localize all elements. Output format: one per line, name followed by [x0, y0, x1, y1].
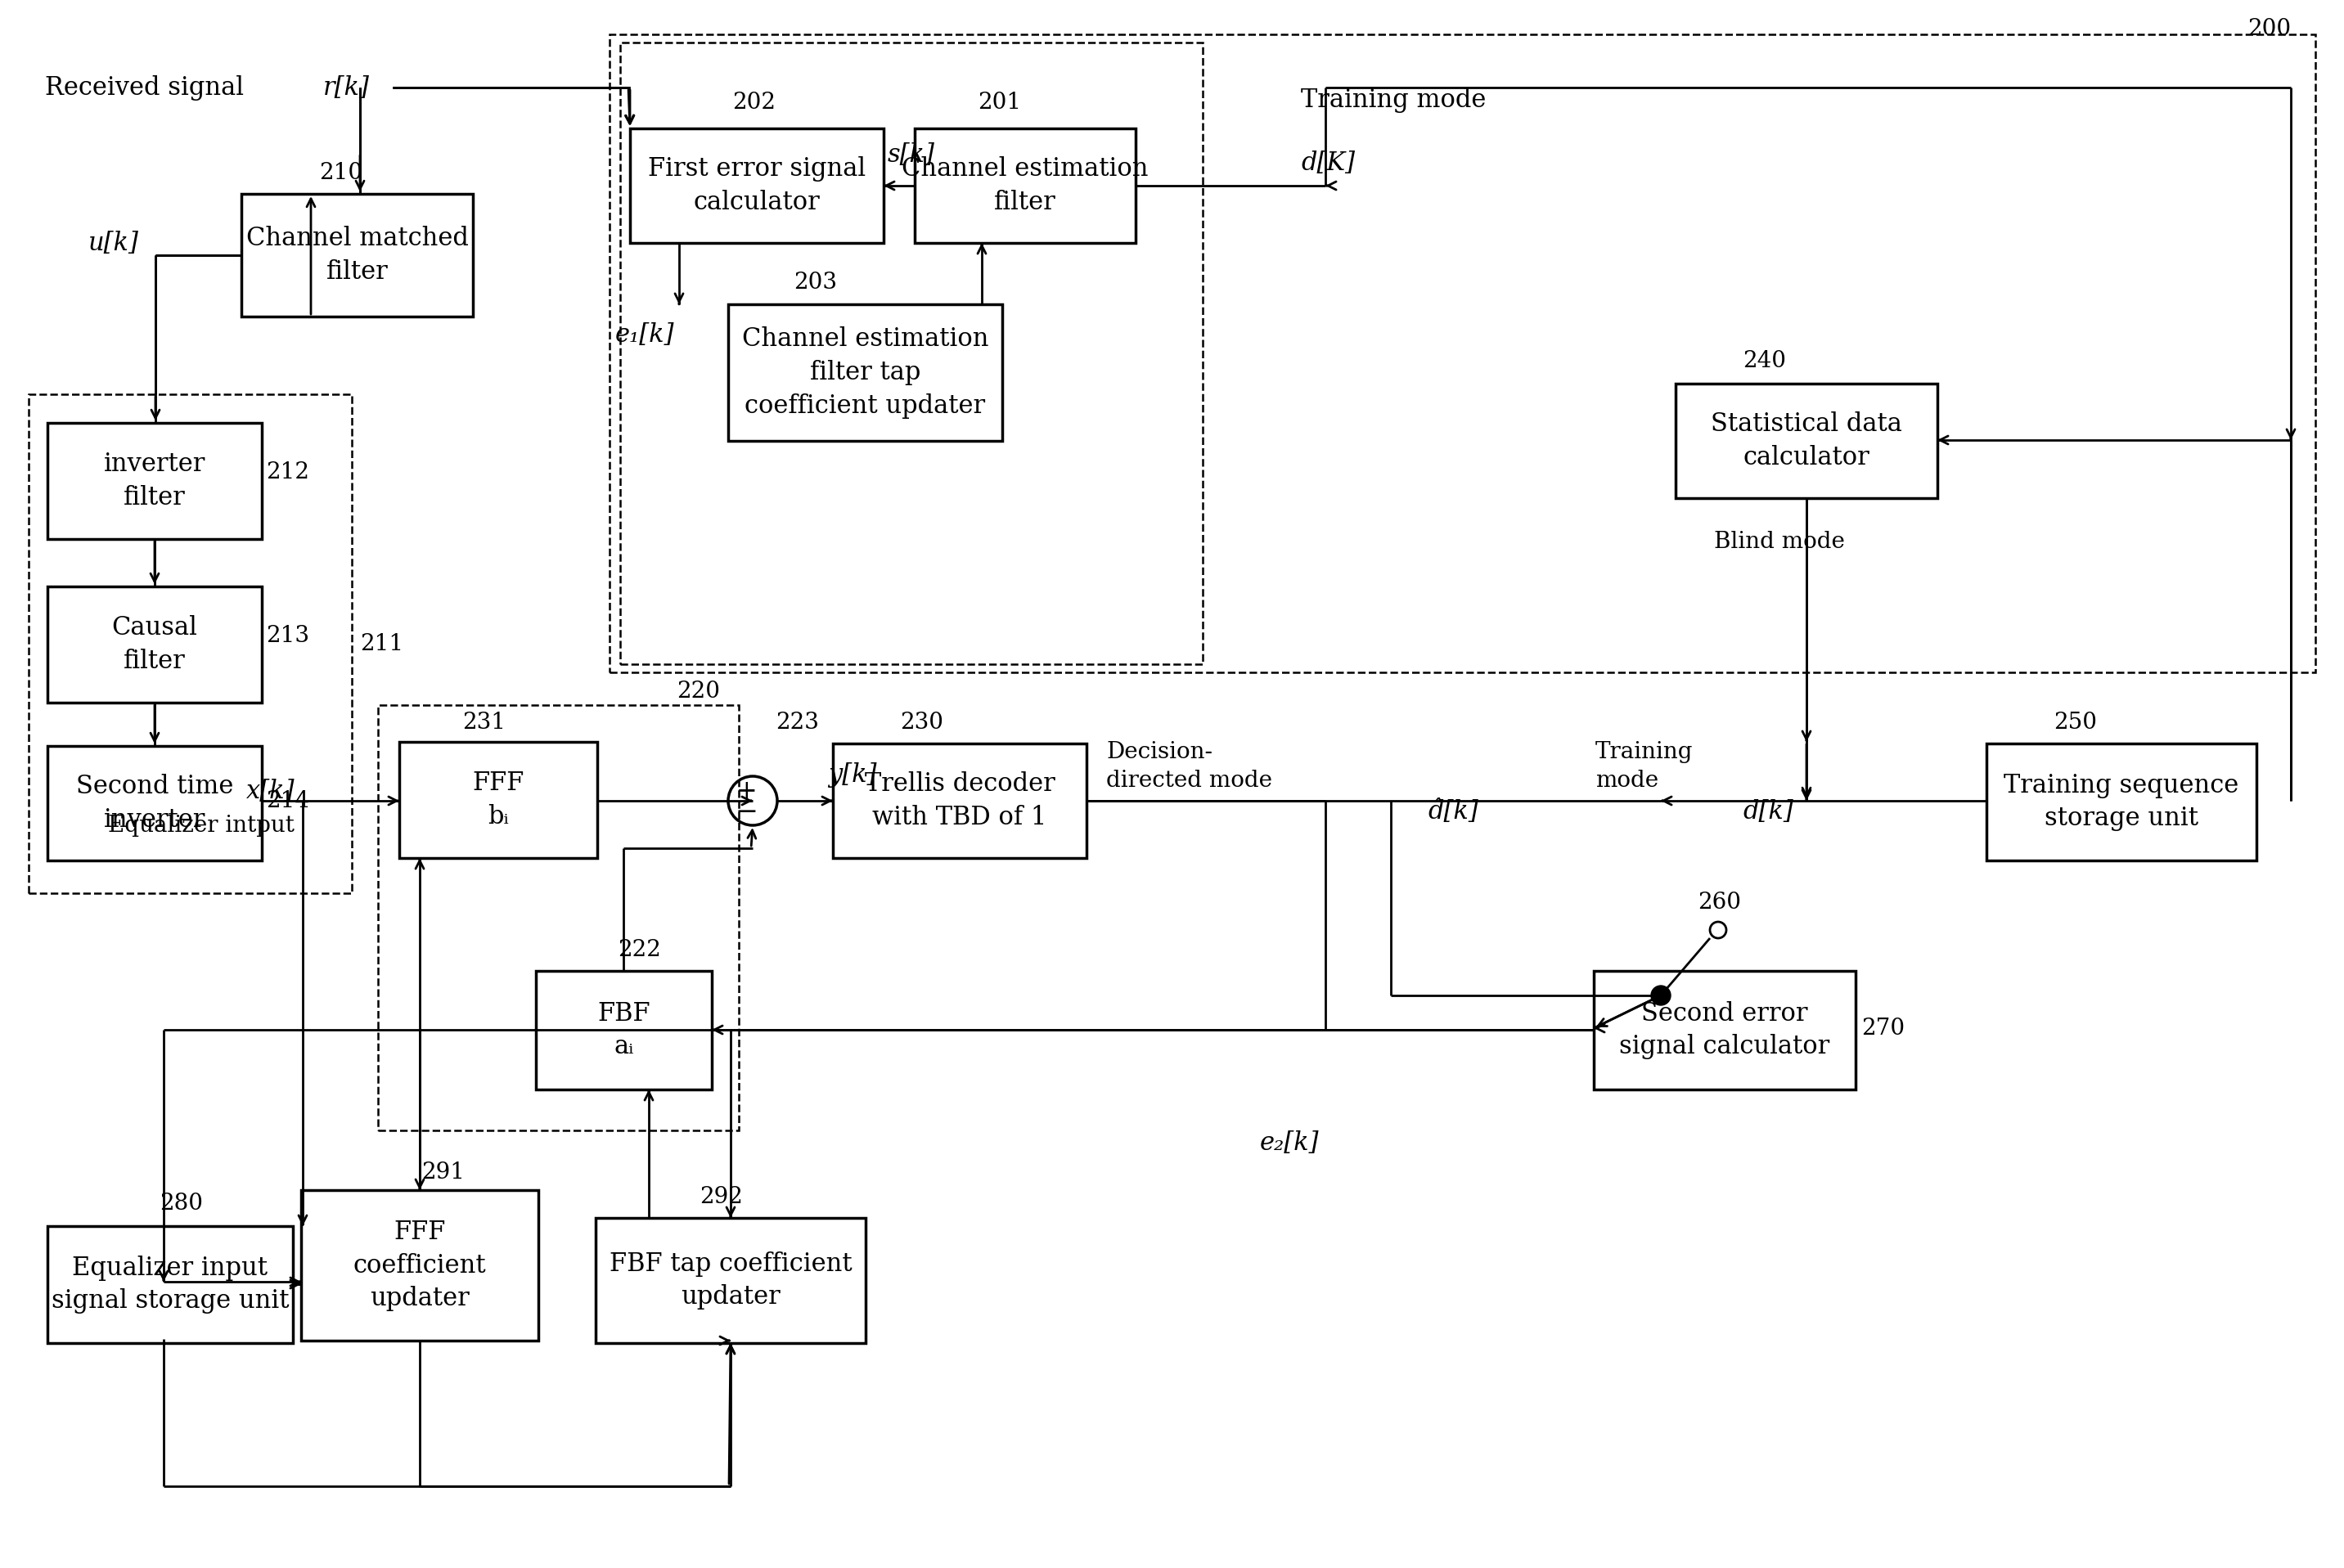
Text: 212: 212: [265, 461, 309, 483]
Text: e₂[k]: e₂[k]: [1261, 1131, 1320, 1156]
Bar: [1985, 743, 2257, 861]
Text: Training mode: Training mode: [1301, 88, 1486, 113]
Bar: [1594, 971, 1856, 1090]
Text: Second error
signal calculator: Second error signal calculator: [1620, 1000, 1831, 1060]
Text: 223: 223: [776, 712, 818, 734]
Text: d[K]: d[K]: [1301, 151, 1355, 176]
Bar: [47, 1226, 293, 1344]
Text: 200: 200: [2248, 17, 2290, 41]
Text: 210: 210: [319, 162, 363, 183]
Bar: [609, 34, 2316, 673]
Text: FBF
aᵢ: FBF aᵢ: [598, 1000, 649, 1060]
Text: 270: 270: [1861, 1018, 1906, 1040]
Text: d[k]: d[k]: [1742, 798, 1793, 825]
Text: Second time
inverter: Second time inverter: [75, 775, 234, 833]
Text: 260: 260: [1697, 892, 1742, 914]
Bar: [377, 706, 738, 1131]
Bar: [595, 1218, 865, 1344]
Text: 231: 231: [462, 712, 506, 734]
Text: Training sequence
storage unit: Training sequence storage unit: [2004, 773, 2239, 831]
Bar: [398, 742, 598, 858]
Text: 213: 213: [265, 624, 309, 646]
Text: d̂[k]: d̂[k]: [1427, 798, 1479, 825]
Text: 291: 291: [422, 1162, 464, 1184]
Text: 211: 211: [361, 632, 403, 655]
Bar: [300, 1190, 539, 1341]
Text: FBF tap coefficient
updater: FBF tap coefficient updater: [609, 1251, 851, 1309]
Text: 220: 220: [677, 681, 720, 702]
Text: e₁[k]: e₁[k]: [614, 321, 675, 347]
Text: FFF
bᵢ: FFF bᵢ: [473, 770, 525, 829]
Text: FFF
coefficient
updater: FFF coefficient updater: [354, 1220, 485, 1311]
Text: Received signal: Received signal: [45, 75, 244, 100]
Bar: [47, 586, 263, 702]
Bar: [1676, 384, 1938, 499]
Bar: [621, 42, 1202, 665]
Text: Decision-
directed mode: Decision- directed mode: [1106, 742, 1273, 792]
Bar: [47, 423, 263, 539]
Bar: [729, 304, 1003, 441]
Text: y[k]: y[k]: [827, 762, 877, 787]
Text: Causal
filter: Causal filter: [113, 615, 197, 674]
Text: u[k]: u[k]: [89, 230, 138, 256]
Bar: [28, 394, 352, 894]
Text: 280: 280: [159, 1193, 204, 1215]
Bar: [241, 194, 473, 317]
Text: Trellis decoder
with TBD of 1: Trellis decoder with TBD of 1: [865, 771, 1055, 829]
Text: inverter
filter: inverter filter: [103, 452, 206, 510]
Text: s[k]: s[k]: [888, 143, 935, 168]
Text: Equalizer intput: Equalizer intput: [108, 814, 295, 836]
Bar: [832, 743, 1088, 858]
Text: 214: 214: [265, 790, 309, 812]
Bar: [537, 971, 713, 1090]
Text: 222: 222: [619, 939, 661, 961]
Text: Blind mode: Blind mode: [1713, 530, 1845, 552]
Bar: [47, 746, 263, 861]
Text: 250: 250: [2053, 712, 2098, 734]
Text: 230: 230: [900, 712, 942, 734]
Text: First error signal
calculator: First error signal calculator: [647, 157, 865, 215]
Text: 292: 292: [699, 1185, 743, 1207]
Bar: [631, 129, 884, 243]
Circle shape: [1650, 986, 1671, 1005]
Text: 240: 240: [1742, 350, 1786, 372]
Text: Channel matched
filter: Channel matched filter: [246, 226, 469, 284]
Text: 202: 202: [731, 91, 776, 114]
Text: Training
mode: Training mode: [1596, 742, 1692, 792]
Text: 201: 201: [977, 91, 1022, 114]
Text: Statistical data
calculator: Statistical data calculator: [1711, 411, 1901, 470]
Text: Equalizer input
signal storage unit: Equalizer input signal storage unit: [52, 1256, 288, 1314]
Text: 203: 203: [795, 271, 837, 293]
Text: Channel estimation
filter: Channel estimation filter: [902, 157, 1149, 215]
Text: r[k]: r[k]: [323, 75, 370, 100]
Text: Channel estimation
filter tap
coefficient updater: Channel estimation filter tap coefficien…: [741, 326, 989, 419]
Bar: [914, 129, 1134, 243]
Text: +: +: [736, 778, 757, 804]
Text: x[k]: x[k]: [246, 778, 295, 804]
Text: −: −: [736, 800, 759, 825]
